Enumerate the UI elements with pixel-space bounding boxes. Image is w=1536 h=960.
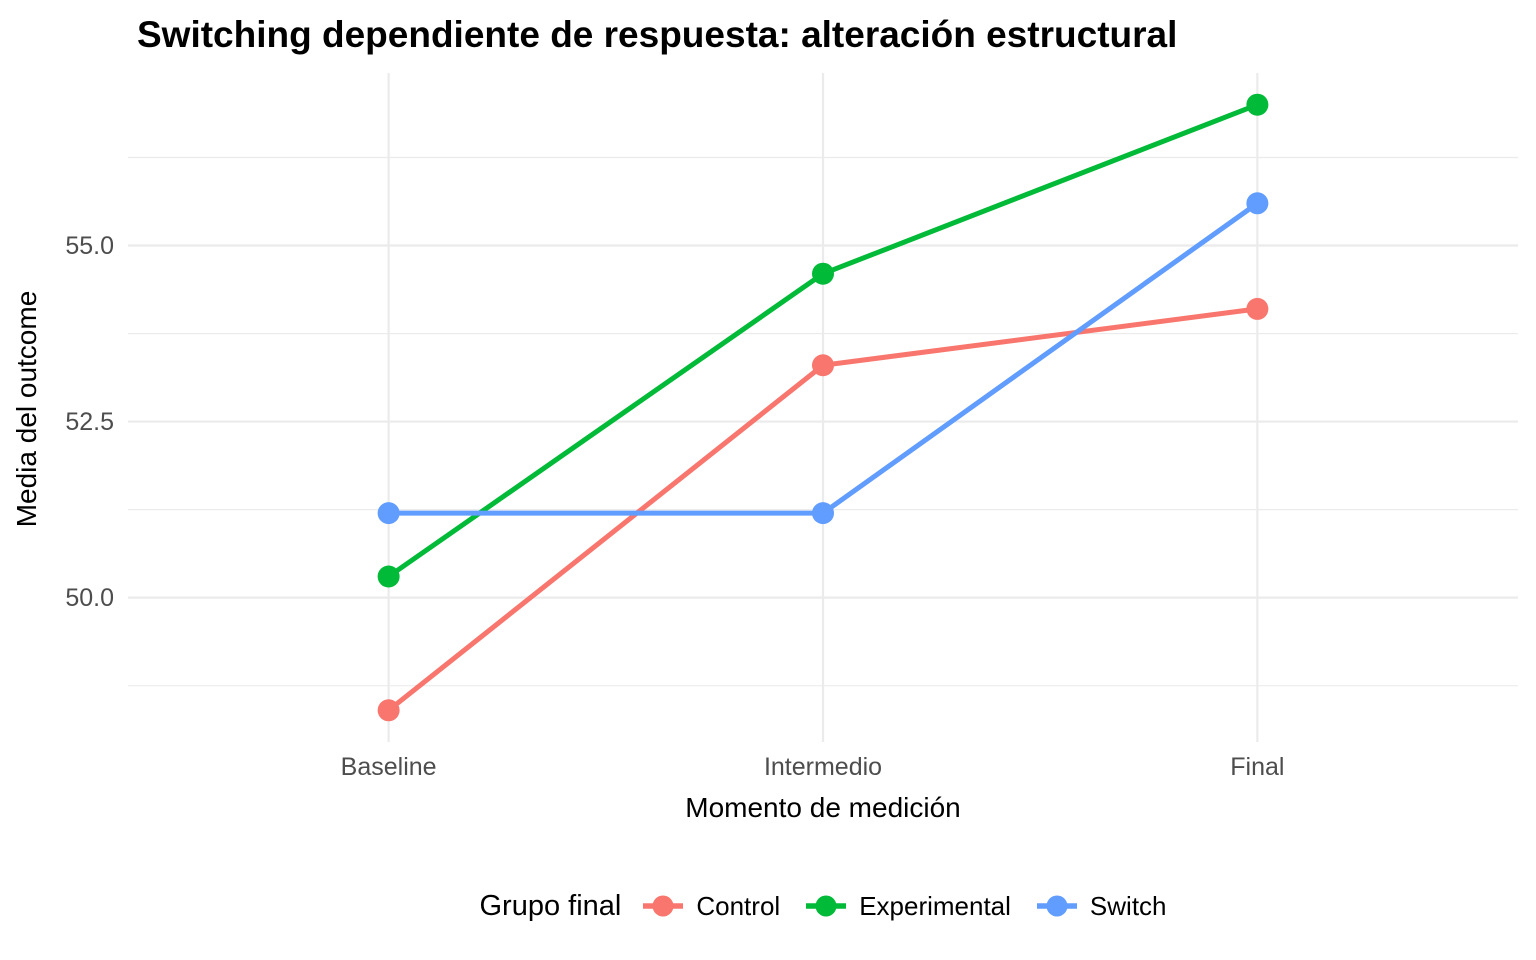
legend-label: Switch <box>1089 890 1167 921</box>
legend-item-control: Control <box>643 890 780 922</box>
x-tick-label-intermedio: Intermedio <box>763 753 883 781</box>
plot-title: Switching dependiente de respuesta: alte… <box>137 14 1178 55</box>
x-tick-label-final: Final <box>1230 753 1285 781</box>
data-point-switch-final <box>1246 192 1269 215</box>
legend-key-icon <box>806 895 847 917</box>
chart-svg <box>128 73 1518 742</box>
legend-key-icon <box>643 895 684 917</box>
y-tick-label-50.0: 50.0 <box>65 583 114 612</box>
plot-panel <box>128 73 1518 742</box>
data-point-experimental-final <box>1246 93 1269 116</box>
legend-item-switch: Switch <box>1036 890 1167 922</box>
legend-title: Grupo final <box>479 889 622 922</box>
x-tick-label-baseline: Baseline <box>340 753 437 781</box>
data-point-switch-baseline <box>377 502 400 525</box>
data-point-experimental-intermedio <box>812 262 834 285</box>
legend-item-experimental: Experimental <box>806 890 1011 922</box>
data-point-switch-intermedio <box>812 502 834 525</box>
data-point-experimental-baseline <box>377 565 400 588</box>
x-axis-title: Momento de medición <box>685 792 961 823</box>
y-tick-label-52.5: 52.5 <box>65 407 114 436</box>
data-point-control-final <box>1246 297 1269 320</box>
legend-label: Experimental <box>859 890 1011 921</box>
legend: Grupo final Control Experimental Switch <box>128 878 1518 934</box>
data-point-control-intermedio <box>812 354 834 377</box>
legend-key-icon <box>1036 895 1077 917</box>
data-point-control-baseline <box>377 699 400 722</box>
legend-label: Control <box>696 890 781 921</box>
y-tick-label-55.0: 55.0 <box>65 231 114 260</box>
